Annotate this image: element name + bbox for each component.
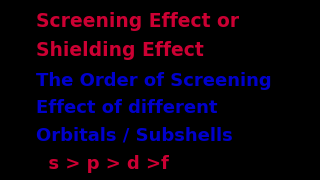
Text: Screening Effect or: Screening Effect or bbox=[36, 12, 239, 31]
Text: s > p > d >f: s > p > d >f bbox=[36, 155, 169, 173]
Text: Effect of different: Effect of different bbox=[36, 99, 218, 117]
Text: Shielding Effect: Shielding Effect bbox=[36, 41, 204, 60]
Text: The Order of Screening: The Order of Screening bbox=[36, 72, 272, 90]
Text: Orbitals / Subshells: Orbitals / Subshells bbox=[36, 126, 233, 144]
